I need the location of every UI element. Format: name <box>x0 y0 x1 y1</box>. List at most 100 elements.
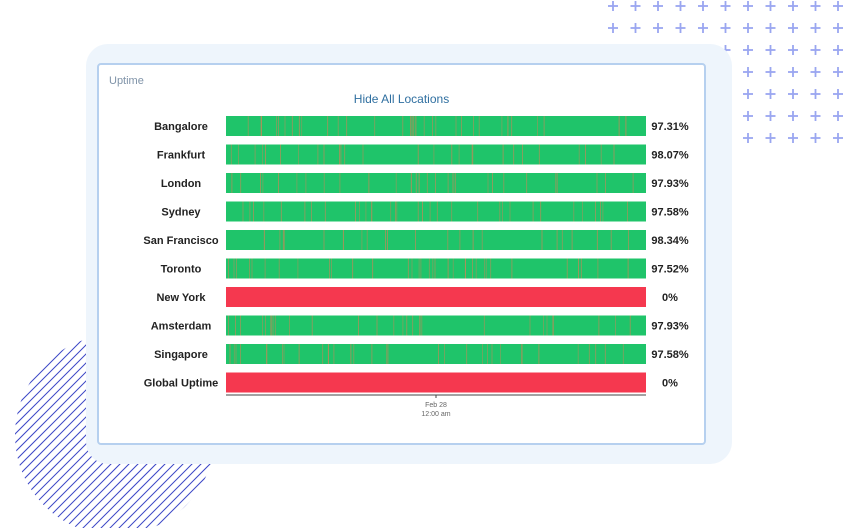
outage-tick <box>362 144 364 165</box>
row-label: Global Uptime <box>144 378 219 390</box>
plus-mark <box>788 1 798 11</box>
outage-tick <box>261 116 262 136</box>
outage-tick <box>289 315 290 336</box>
outage-tick <box>492 173 493 193</box>
outage-tick <box>249 258 250 279</box>
outage-tick <box>282 230 284 250</box>
outage-tick <box>566 258 568 279</box>
plus-mark <box>833 45 843 55</box>
outage-tick <box>407 258 409 279</box>
outage-tick <box>600 144 602 165</box>
row-label: Toronto <box>161 264 202 276</box>
outage-tick <box>605 173 606 193</box>
plus-mark <box>698 1 708 11</box>
uptime-percentage: 97.58% <box>651 349 689 361</box>
outage-tick <box>371 344 373 364</box>
plus-mark <box>630 23 641 33</box>
outage-tick <box>233 258 235 279</box>
plus-mark <box>743 111 753 121</box>
uptime-chart: Bangalore 97.31% Frankfurt 98.07% London 97.9… <box>143 116 689 418</box>
uptime-bar[interactable] <box>226 230 646 250</box>
uptime-bar[interactable] <box>226 201 646 222</box>
uptime-bar[interactable] <box>226 258 646 279</box>
outage-tick <box>543 315 544 336</box>
outage-tick <box>578 144 580 165</box>
uptime-bar[interactable] <box>226 173 646 193</box>
outage-tick <box>433 144 435 165</box>
outage-tick <box>283 344 285 364</box>
outage-tick <box>483 315 485 336</box>
outage-tick <box>478 116 480 136</box>
outage-tick <box>395 173 397 193</box>
outage-tick <box>386 344 387 364</box>
outage-tick <box>339 144 340 165</box>
uptime-panel: Uptime Hide All Locations Bangalore 97.31… <box>97 63 706 445</box>
outage-tick <box>355 201 356 222</box>
plus-mark <box>765 23 776 33</box>
outage-tick <box>311 315 313 336</box>
row-label: Singapore <box>154 349 208 361</box>
outage-tick <box>423 116 425 136</box>
row-label: London <box>161 178 202 190</box>
hide-all-locations-link[interactable]: Hide All Locations <box>353 92 450 106</box>
plus-mark <box>743 23 753 33</box>
outage-tick <box>578 258 579 279</box>
outage-tick <box>454 173 456 193</box>
outage-tick <box>266 344 268 364</box>
outage-tick <box>249 201 251 222</box>
plus-mark <box>743 45 753 55</box>
outage-tick <box>415 173 417 193</box>
outage-tick <box>323 173 325 193</box>
plus-mark <box>765 1 776 11</box>
outage-tick <box>280 144 281 165</box>
outage-tick <box>481 230 483 250</box>
outage-tick <box>311 201 312 222</box>
plus-mark <box>788 89 798 99</box>
outage-tick <box>521 344 523 364</box>
outage-tick <box>622 344 624 364</box>
outage-tick <box>538 344 540 364</box>
uptime-bar[interactable] <box>226 116 646 136</box>
outage-tick <box>447 230 449 250</box>
outage-tick <box>511 258 513 279</box>
uptime-bar[interactable] <box>226 315 646 336</box>
outage-tick <box>368 173 370 193</box>
outage-tick <box>577 344 579 364</box>
outage-tick <box>485 258 487 279</box>
outage-tick <box>396 201 398 222</box>
uptime-bar[interactable] <box>226 344 646 364</box>
outage-tick <box>236 258 237 279</box>
outage-tick <box>502 201 503 222</box>
outage-tick <box>615 315 616 336</box>
uptime-percentage: 97.93% <box>651 321 689 333</box>
plus-mark <box>608 23 618 33</box>
outage-tick <box>359 201 360 222</box>
uptime-percentage: 97.58% <box>651 207 689 219</box>
outage-tick <box>447 173 449 193</box>
outage-tick <box>238 144 239 165</box>
uptime-bar[interactable] <box>226 372 646 393</box>
plus-mark <box>810 89 821 99</box>
outage-tick <box>235 315 236 336</box>
outage-tick <box>610 230 612 250</box>
row-label: San Francisco <box>143 235 218 247</box>
outage-tick <box>596 230 598 250</box>
outage-tick <box>602 201 604 222</box>
outage-tick <box>598 315 600 336</box>
outage-tick <box>337 116 339 136</box>
outage-tick <box>229 344 231 364</box>
outage-tick <box>385 230 386 250</box>
outage-tick <box>553 315 554 336</box>
outage-tick <box>413 116 415 136</box>
outage-tick <box>276 116 277 136</box>
uptime-bar[interactable] <box>226 144 646 165</box>
outage-tick <box>262 144 263 165</box>
uptime-bar[interactable] <box>226 287 646 307</box>
outage-tick <box>417 201 419 222</box>
outage-tick <box>499 201 501 222</box>
plus-mark <box>630 1 641 11</box>
outage-tick <box>411 173 412 193</box>
outage-tick <box>358 315 359 336</box>
outage-tick <box>466 344 468 364</box>
outage-tick <box>529 315 531 336</box>
